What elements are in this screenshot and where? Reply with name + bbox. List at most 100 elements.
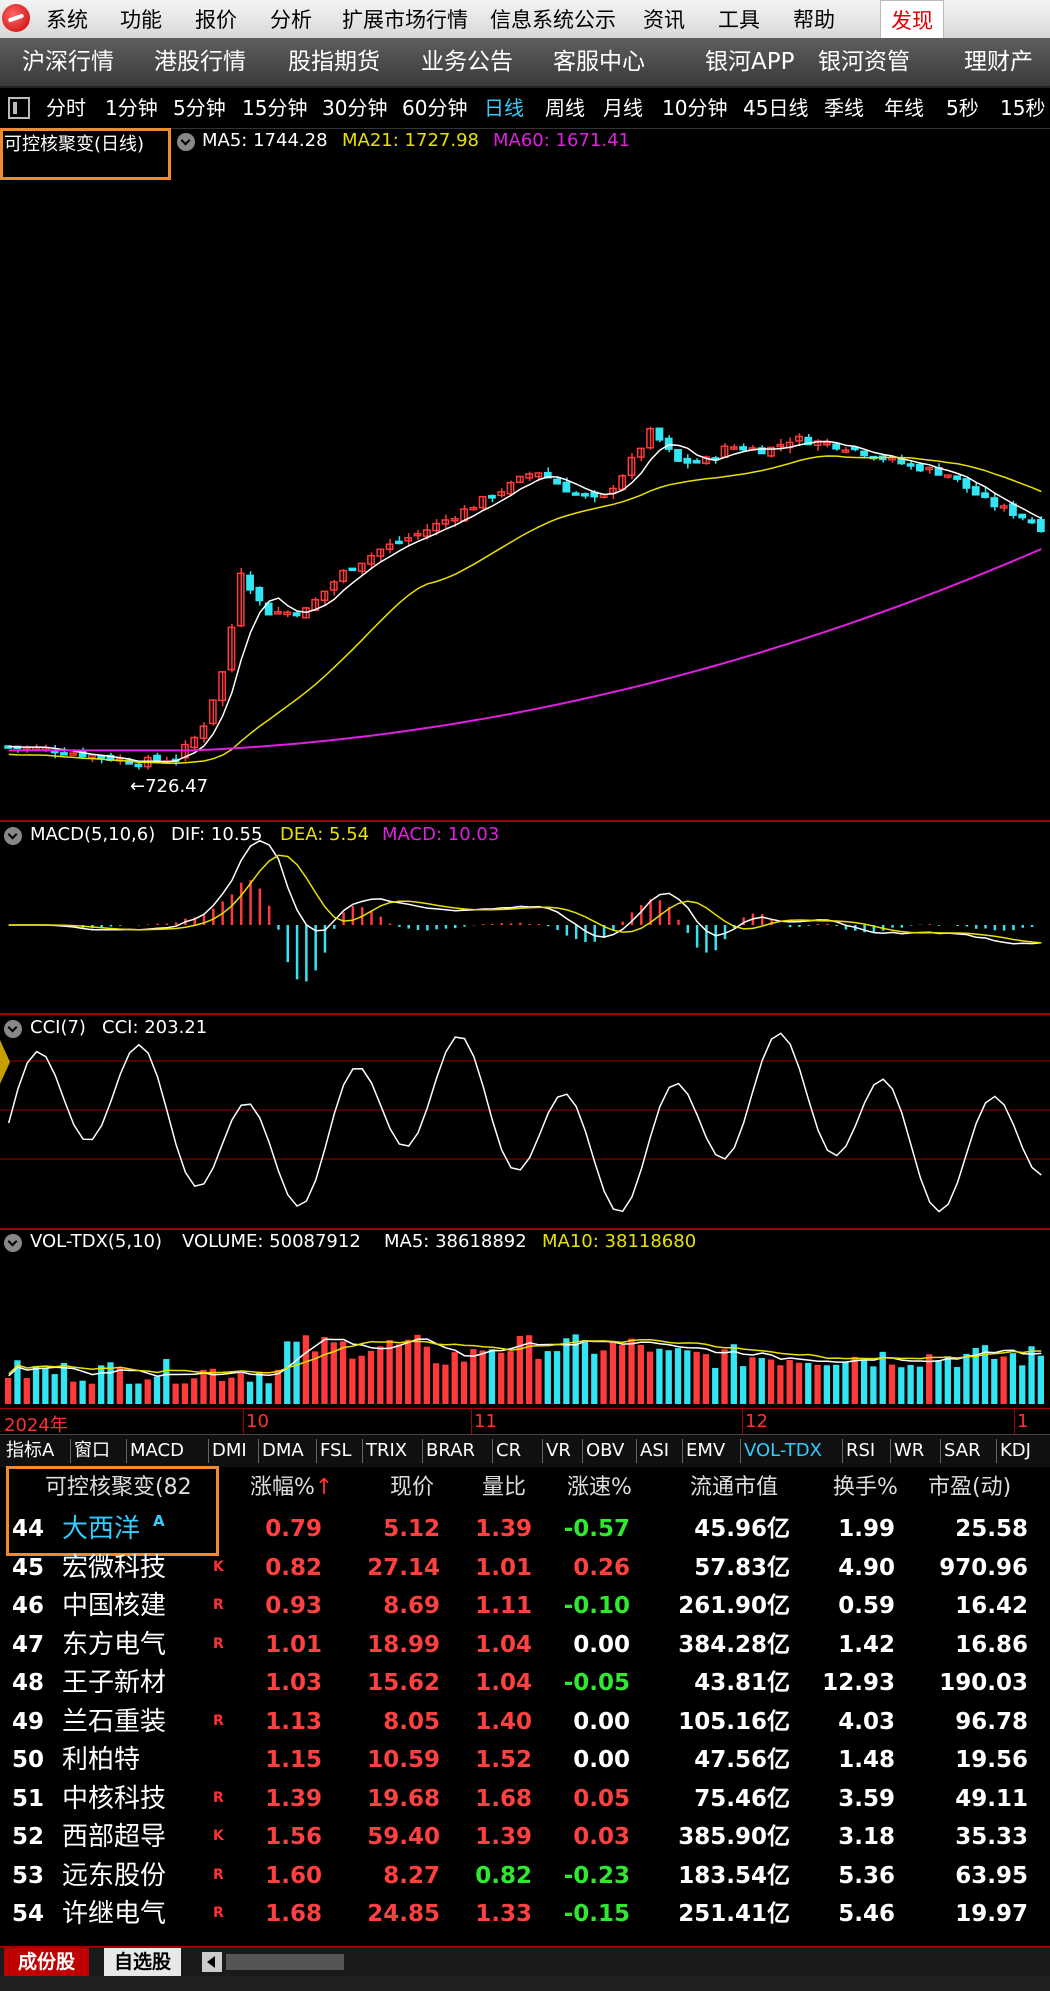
indicator-tab-obv[interactable]: OBV — [586, 1440, 625, 1461]
nav-index-futures[interactable]: 股指期货 — [288, 49, 380, 75]
period-60min[interactable]: 60分钟 — [402, 96, 468, 120]
indicator-tab--a[interactable]: 指标A — [6, 1440, 55, 1461]
period-15min[interactable]: 15分钟 — [242, 96, 308, 120]
candle-body — [739, 446, 748, 451]
main-chart-title[interactable]: 可控核聚变(日线) — [4, 134, 145, 155]
menu-info-disclosure[interactable]: 信息系统公示 — [490, 8, 616, 32]
period-daily[interactable]: 日线 — [484, 96, 524, 120]
indicator-tab-wr[interactable]: WR — [894, 1440, 925, 1461]
vol-title[interactable]: VOL-TDX(5,10) — [30, 1231, 163, 1252]
col-header-turnover[interactable]: 换手% — [833, 1475, 898, 1500]
table-row[interactable]: 46 中国核建 0.93 8.69 1.11 -0.10 261.90亿 0.59 16.42 R — [0, 1587, 1050, 1626]
volume-bar — [898, 1367, 905, 1404]
indicator-tab-emv[interactable]: EMV — [686, 1440, 726, 1461]
menu-analysis[interactable]: 分析 — [270, 8, 312, 32]
indicator-tab-rsi[interactable]: RSI — [846, 1440, 876, 1461]
table-row[interactable]: 50 利柏特 1.15 10.59 1.52 0.00 47.56亿 1.48 19.56 — [0, 1741, 1050, 1780]
macd-chart[interactable] — [0, 820, 1050, 1012]
col-header-change[interactable]: 涨幅%↑ — [250, 1468, 333, 1508]
table-row[interactable]: 48 王子新材 1.03 15.62 1.04 -0.05 43.81亿 12.93 190.0… — [0, 1664, 1050, 1703]
scroll-left-icon[interactable] — [202, 1952, 222, 1972]
nav-business-notice[interactable]: 业务公告 — [421, 49, 513, 75]
candle-body — [367, 554, 375, 565]
table-row[interactable]: 47 东方电气 1.01 18.99 1.04 0.00 384.28亿 1.42 16.86 R — [0, 1626, 1050, 1665]
indicator-tab-brar[interactable]: BRAR — [426, 1440, 475, 1461]
period-weekly[interactable]: 周线 — [545, 96, 585, 120]
candlestick-chart[interactable] — [0, 128, 1050, 820]
horizontal-scrollbar[interactable] — [226, 1954, 344, 1970]
volume-bar — [358, 1355, 365, 1404]
nav-sh-sz-quotes[interactable]: 沪深行情 — [22, 49, 114, 75]
nav-customer-service[interactable]: 客服中心 — [553, 49, 645, 75]
table-row[interactable]: 53 远东股份 1.60 8.27 0.82 -0.23 183.54亿 5.36 63.95 R — [0, 1857, 1050, 1896]
indicator-tab-asi[interactable]: ASI — [640, 1440, 670, 1461]
menu-tools[interactable]: 工具 — [718, 8, 760, 32]
table-row[interactable]: 51 中核科技 1.39 19.68 1.68 0.05 75.46亿 3.59 49.11 R — [0, 1780, 1050, 1819]
tab-separator — [740, 1439, 741, 1463]
col-header-float-cap[interactable]: 流通市值 — [690, 1475, 779, 1500]
menu-quote[interactable]: 报价 — [195, 8, 237, 32]
indicator-tab-kdj[interactable]: KDJ — [1000, 1440, 1031, 1461]
col-header-name[interactable]: 可控核聚变(82 — [45, 1475, 192, 1500]
panel-toggle-icon[interactable] — [8, 97, 30, 119]
cci-dropdown-icon[interactable] — [4, 1020, 22, 1038]
period-monthly[interactable]: 月线 — [603, 96, 643, 120]
volume-chart[interactable] — [0, 1228, 1050, 1408]
indicator-tab--[interactable]: 窗口 — [74, 1440, 110, 1461]
table-row[interactable]: 45 宏微科技 0.82 27.14 1.01 0.26 57.83亿 4.90 970.96 K — [0, 1549, 1050, 1588]
macd-dropdown-icon[interactable] — [4, 827, 22, 845]
nav-hk-quotes[interactable]: 港股行情 — [154, 49, 246, 75]
table-row[interactable]: 44 大西洋 0.79 5.12 1.39 -0.57 45.96亿 1.99 25.58 A — [0, 1510, 1050, 1549]
menu-extended-market[interactable]: 扩展市场行情 — [342, 8, 468, 32]
indicator-tab-sar[interactable]: SAR — [944, 1440, 981, 1461]
table-row[interactable]: 49 兰石重装 1.13 8.05 1.40 0.00 105.16亿 4.03 96.78 R — [0, 1703, 1050, 1742]
tab-watchlist[interactable]: 自选股 — [104, 1948, 182, 1976]
indicator-tab-cr[interactable]: CR — [496, 1440, 522, 1461]
menu-system[interactable]: 系统 — [46, 8, 88, 32]
cci-title[interactable]: CCI(7) — [30, 1017, 86, 1038]
period-10min[interactable]: 10分钟 — [662, 96, 728, 120]
menu-function[interactable]: 功能 — [120, 8, 162, 32]
menu-news[interactable]: 资讯 — [643, 8, 685, 32]
indicator-tab-vr[interactable]: VR — [546, 1440, 571, 1461]
period-30min[interactable]: 30分钟 — [322, 96, 388, 120]
menu-discover[interactable]: 发现 — [880, 0, 944, 40]
tab-constituents[interactable]: 成份股 — [4, 1948, 90, 1976]
nav-galaxy-app[interactable]: 银河APP — [705, 49, 795, 75]
period-intraday[interactable]: 分时 — [46, 96, 86, 120]
volume-bar — [749, 1357, 756, 1404]
col-header-speed[interactable]: 涨速% — [567, 1475, 632, 1500]
indicator-tab-dmi[interactable]: DMI — [212, 1440, 247, 1461]
indicator-dropdown-icon[interactable] — [177, 133, 195, 151]
menu-help[interactable]: 帮助 — [793, 8, 835, 32]
col-header-price[interactable]: 现价 — [390, 1475, 435, 1500]
period-5min[interactable]: 5分钟 — [173, 96, 226, 120]
indicator-tab-dma[interactable]: DMA — [262, 1440, 304, 1461]
table-row[interactable]: 52 西部超导 1.56 59.40 1.39 0.03 385.90亿 3.18 35.33 K — [0, 1818, 1050, 1857]
indicator-tab-trix[interactable]: TRIX — [366, 1440, 408, 1461]
period-1min[interactable]: 1分钟 — [105, 96, 158, 120]
period-45day[interactable]: 45日线 — [743, 96, 809, 120]
col-header-pe[interactable]: 市盈(动) — [928, 1475, 1012, 1500]
indicator-tab-fsl[interactable]: FSL — [320, 1440, 352, 1461]
nav-galaxy-asset-mgmt[interactable]: 银河资管 — [818, 49, 910, 75]
highlight-box-name — [6, 1466, 219, 1556]
cci-chart[interactable] — [0, 1013, 1050, 1228]
side-expand-icon[interactable] — [0, 1040, 10, 1084]
candle-body — [627, 456, 636, 476]
app-logo-icon[interactable] — [2, 4, 30, 32]
indicator-tab-macd[interactable]: MACD — [130, 1440, 184, 1461]
tab-separator — [362, 1439, 363, 1463]
table-row[interactable]: 54 许继电气 1.68 24.85 1.33 -0.15 251.41亿 5.46 19.97… — [0, 1895, 1050, 1934]
period-yearly[interactable]: 年线 — [884, 96, 924, 120]
indicator-tab-vol-tdx[interactable]: VOL-TDX — [744, 1440, 822, 1461]
vol-dropdown-icon[interactable] — [4, 1234, 22, 1252]
candle-body — [795, 435, 803, 442]
period-5sec[interactable]: 5秒 — [946, 96, 979, 120]
period-15sec[interactable]: 15秒 — [1000, 96, 1046, 120]
col-header-vol-ratio[interactable]: 量比 — [482, 1475, 527, 1500]
period-quarterly[interactable]: 季线 — [824, 96, 864, 120]
candle-body — [274, 611, 282, 615]
macd-title[interactable]: MACD(5,10,6) — [30, 824, 156, 845]
nav-wealth-products[interactable]: 理财产品 — [964, 49, 1033, 123]
